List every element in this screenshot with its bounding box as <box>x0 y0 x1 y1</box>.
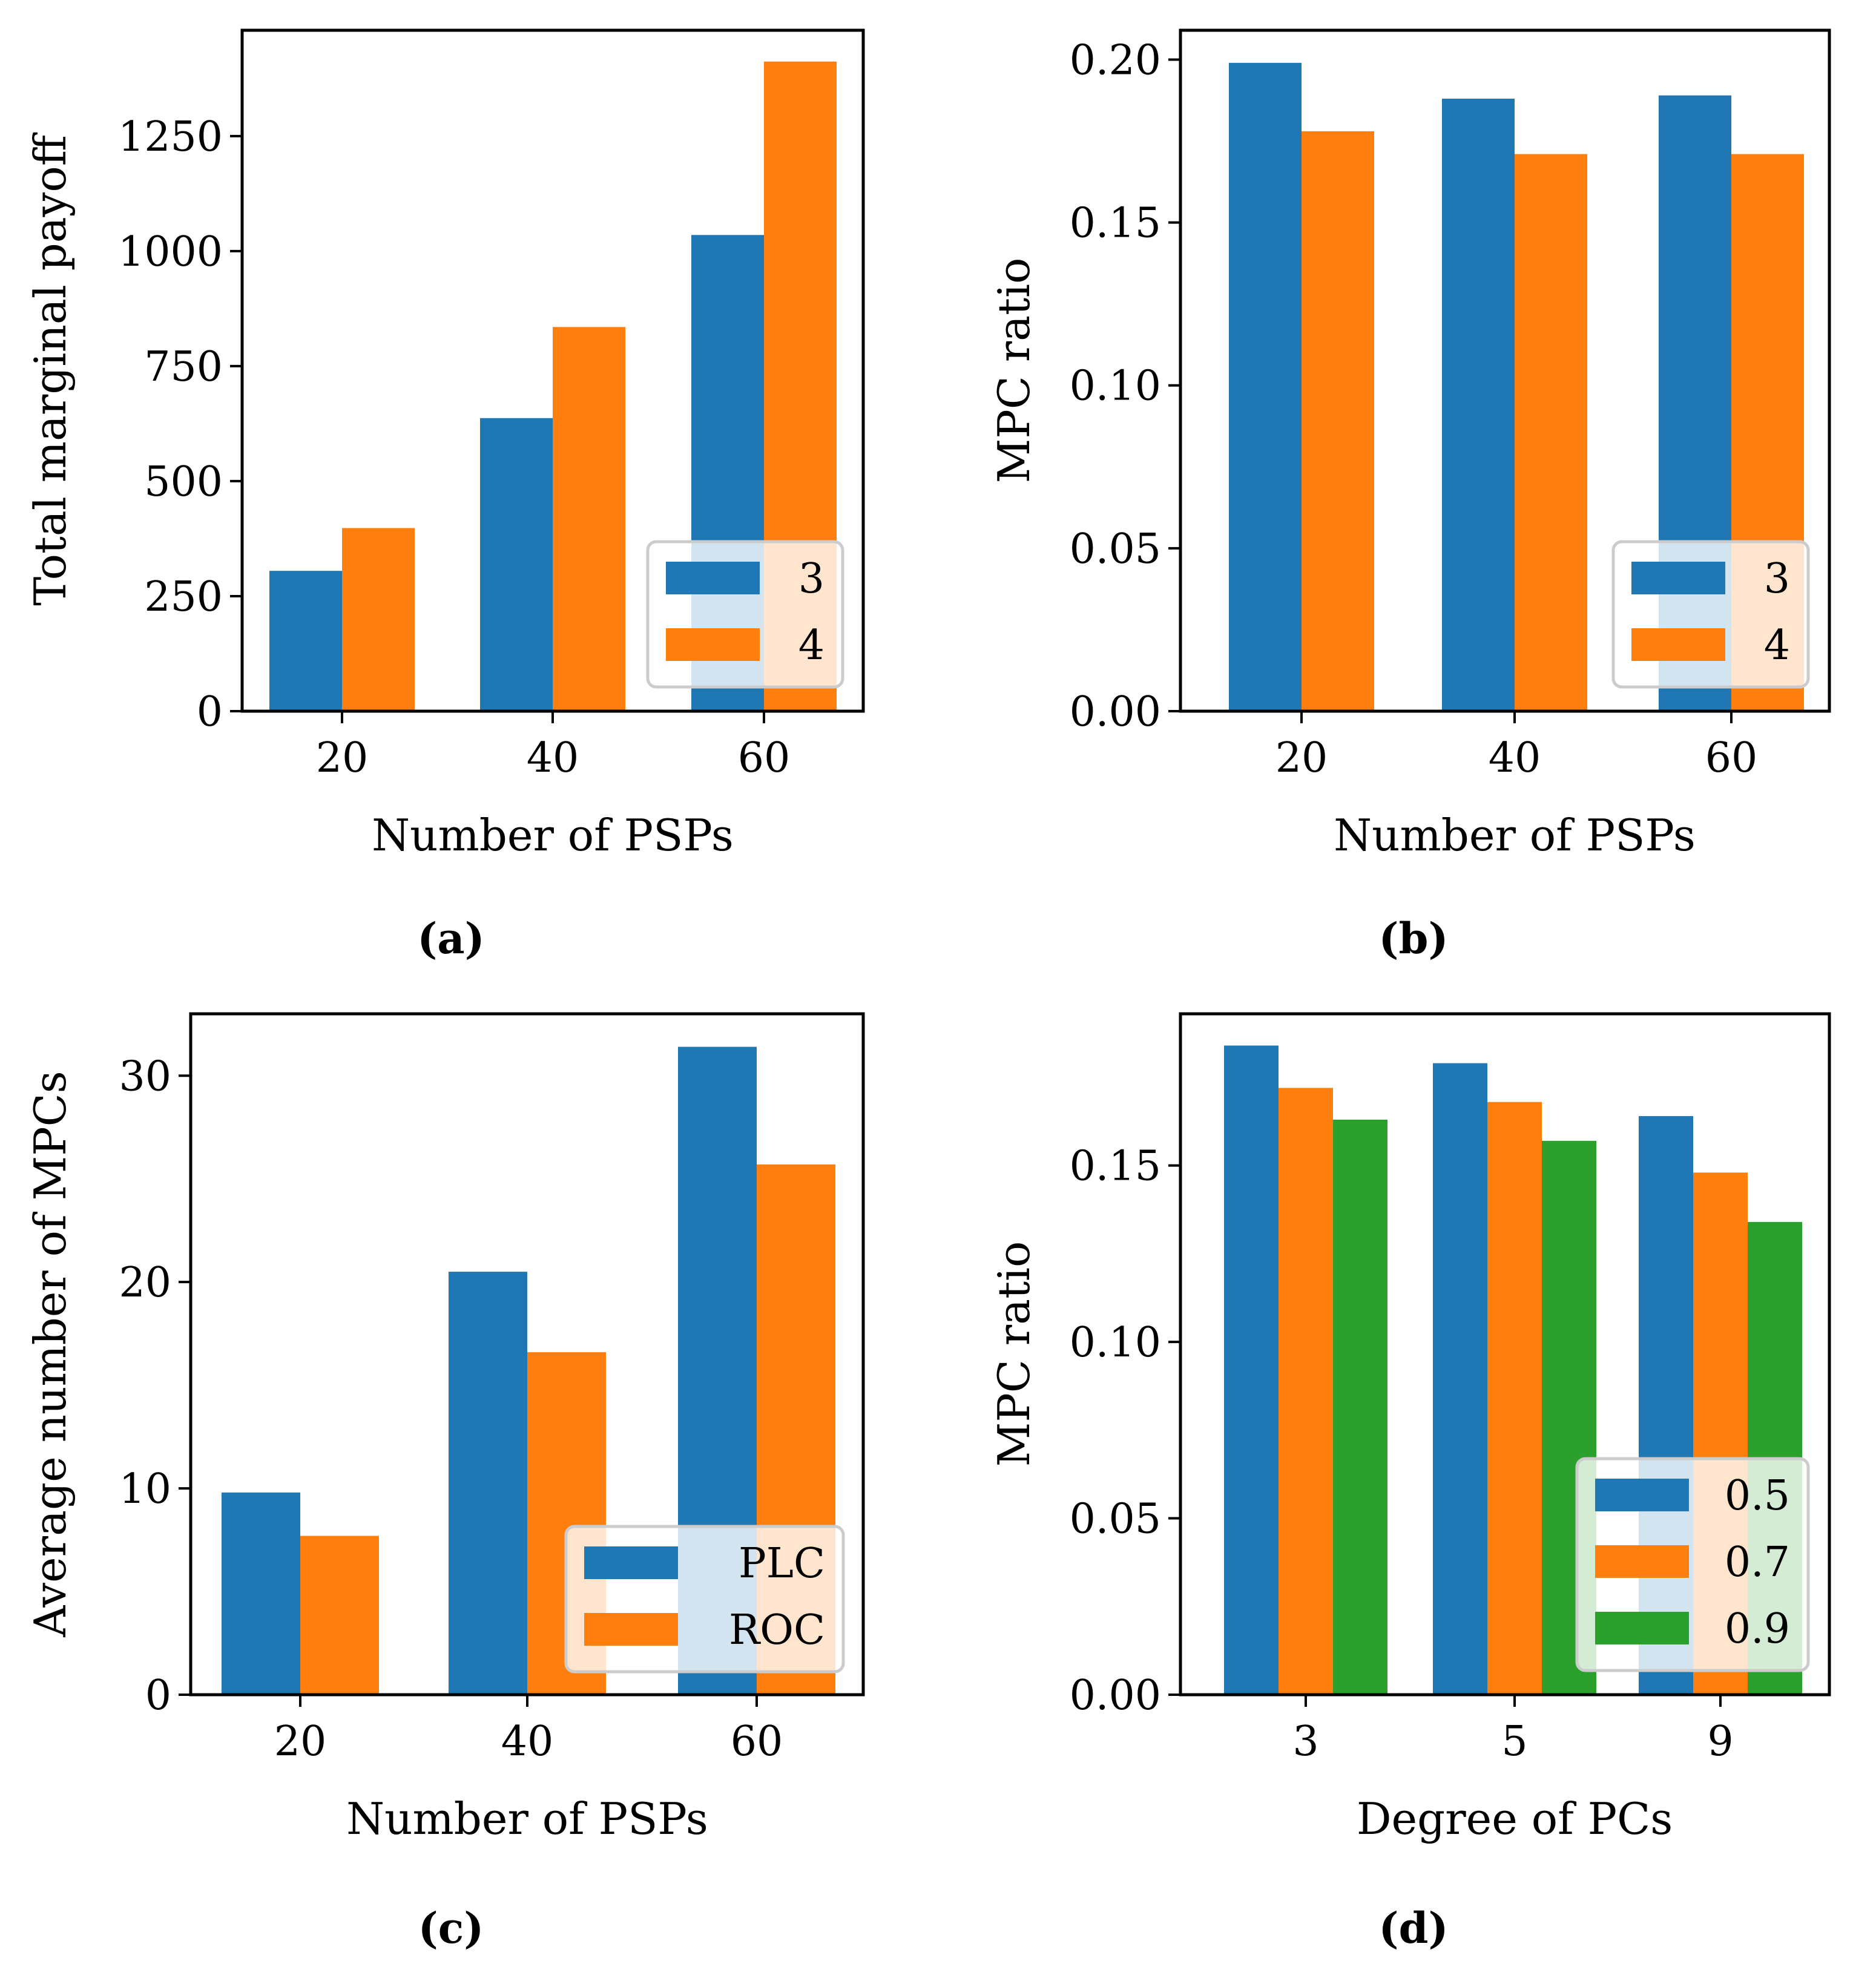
panel-b-caption: (b) <box>1378 913 1448 964</box>
legend-label-b-4: 4 <box>1764 622 1790 669</box>
y-tick-label-a-1: 250 <box>144 573 223 621</box>
legend-swatch-a-3 <box>666 562 760 594</box>
legend-swatch-b-3 <box>1631 562 1725 594</box>
panel-a-y-ticks: 0 250 500 750 1000 1250 <box>118 113 242 736</box>
panel-d: 0.00 0.05 0.10 0.15 3 5 9 0.5 0.7 0.9 Degree of… <box>989 1012 1831 1953</box>
panel-b: 0.000.050.100.150.20 20 40 60 34 Number of… <box>989 28 1831 964</box>
bar-d-0.5-3 <box>1224 1045 1279 1695</box>
bar-b-3-40 <box>1442 99 1515 712</box>
y-tick-label-a-2: 500 <box>144 458 223 506</box>
bar-d-0.7-5 <box>1487 1102 1542 1695</box>
y-tick-label-b-2: 0.10 <box>1070 363 1161 410</box>
y-tick-label-a-5: 1250 <box>118 113 223 161</box>
y-tick-label-b-1: 0.05 <box>1070 525 1161 573</box>
panel-b-axes-frame <box>1179 28 1831 713</box>
panel-c-y-ticks: 0 10 20 30 <box>119 1053 191 1720</box>
x-tick-label-d-3: 3 <box>1292 1718 1318 1766</box>
bar-d-0.9-3 <box>1333 1119 1387 1695</box>
panel-c-y-axis-title: Average number of MPCs <box>25 1071 76 1637</box>
x-tick-label-d-9: 9 <box>1707 1718 1733 1766</box>
y-tick-label-c-2: 20 <box>119 1259 171 1307</box>
x-tick-label-a-20: 20 <box>316 734 369 782</box>
bar-a-3-40 <box>480 418 553 711</box>
panel-c-x-axis-title: Number of PSPs <box>346 1793 708 1844</box>
panel-d-x-axis-title: Degree of PCs <box>1357 1793 1673 1844</box>
panel-d-legend: 0.5 0.7 0.9 <box>1575 1457 1810 1672</box>
panel-c: 0 10 20 30 20 40 60 PLC ROC Number of PSPs Ave… <box>25 1012 865 1953</box>
panel-d-y-axis-title: MPC ratio <box>989 1241 1039 1467</box>
panel-b-y-axis-title: MPC ratio <box>989 258 1039 484</box>
panel-b-x-axis-title: Number of PSPs <box>1334 810 1696 861</box>
legend-label-d-0.9: 0.9 <box>1725 1605 1790 1653</box>
panel-d-axes-frame <box>1179 1012 1831 1697</box>
legend-label-d-0.5: 0.5 <box>1725 1472 1790 1520</box>
y-tick-label-b-0: 0.00 <box>1070 688 1161 736</box>
y-tick-label-c-1: 10 <box>119 1465 171 1513</box>
bar-d-0.5-5 <box>1433 1063 1487 1695</box>
y-tick-label-d-1: 0.05 <box>1070 1496 1161 1543</box>
panel-d-x-ticks: 3 5 9 <box>1292 1695 1734 1766</box>
legend-label-b-3: 3 <box>1764 555 1790 603</box>
legend-label-a-3: 3 <box>798 555 824 603</box>
y-tick-label-d-0: 0.00 <box>1070 1672 1161 1720</box>
bar-c-PLC-20 <box>222 1492 300 1695</box>
panel-b-legend: 34 <box>1611 540 1810 689</box>
panel-a-bars <box>269 61 837 711</box>
legend-swatch-d-0.9 <box>1595 1612 1689 1644</box>
x-tick-label-d-5: 5 <box>1501 1718 1527 1766</box>
panel-b-x-ticks: 20 40 60 <box>1275 711 1758 782</box>
bar-d-0.7-3 <box>1279 1088 1333 1695</box>
panel-c-caption: (c) <box>418 1903 484 1953</box>
bar-b-4-40 <box>1515 154 1587 711</box>
legend-swatch-a-4 <box>666 628 760 661</box>
panel-a-y-axis-title: Total marginal payoff <box>25 132 76 606</box>
x-tick-label-b-40: 40 <box>1489 734 1541 782</box>
panel-c-x-ticks: 20 40 60 <box>274 1695 783 1766</box>
x-tick-label-a-40: 40 <box>527 734 579 782</box>
y-tick-label-a-3: 750 <box>144 343 223 391</box>
legend-swatch-d-0.7 <box>1595 1545 1689 1578</box>
panel-d-y-ticks: 0.00 0.05 0.10 0.15 <box>1070 1143 1180 1720</box>
panel-a-caption: (a) <box>417 913 485 964</box>
legend-label-c-ROC: ROC <box>729 1606 825 1654</box>
legend-swatch-c-PLC <box>584 1546 678 1579</box>
x-tick-label-c-60: 60 <box>731 1718 783 1766</box>
x-tick-label-a-60: 60 <box>738 734 791 782</box>
panel-a-legend: 34 <box>646 540 844 689</box>
y-tick-label-a-4: 1000 <box>118 228 223 276</box>
legend-swatch-b-4 <box>1631 628 1725 661</box>
panel-d-caption: (d) <box>1378 1903 1448 1953</box>
bar-c-ROC-20 <box>300 1536 379 1695</box>
bar-a-3-20 <box>269 571 342 711</box>
bar-a-4-40 <box>553 327 625 711</box>
bar-b-4-20 <box>1302 131 1374 711</box>
y-tick-label-c-3: 30 <box>119 1053 171 1100</box>
legend-label-c-PLC: PLC <box>739 1540 825 1588</box>
bar-a-4-20 <box>342 528 415 711</box>
y-tick-label-d-2: 0.10 <box>1070 1319 1161 1367</box>
x-tick-label-b-20: 20 <box>1275 734 1328 782</box>
x-tick-label-c-20: 20 <box>274 1718 327 1766</box>
panel-a-x-ticks: 20 40 60 <box>316 711 791 782</box>
legend-swatch-c-ROC <box>584 1613 678 1646</box>
y-tick-label-a-0: 0 <box>197 688 223 736</box>
y-tick-label-b-3: 0.15 <box>1070 200 1161 248</box>
legend-label-d-0.7: 0.7 <box>1725 1539 1790 1586</box>
bar-b-3-20 <box>1229 62 1302 711</box>
y-tick-label-c-0: 0 <box>145 1672 171 1720</box>
bar-c-PLC-40 <box>449 1272 527 1695</box>
legend-swatch-d-0.5 <box>1595 1479 1689 1511</box>
x-tick-label-b-60: 60 <box>1705 734 1758 782</box>
legend-label-a-4: 4 <box>798 622 824 669</box>
panel-a-x-axis-title: Number of PSPs <box>372 810 734 861</box>
y-tick-label-b-4: 0.20 <box>1070 36 1161 84</box>
panel-c-legend: PLC ROC <box>564 1525 845 1674</box>
panel-b-y-ticks: 0.00 0.05 0.10 0.15 0.20 <box>1070 36 1180 736</box>
x-tick-label-c-40: 40 <box>501 1718 554 1766</box>
y-tick-label-d-3: 0.15 <box>1070 1143 1161 1191</box>
